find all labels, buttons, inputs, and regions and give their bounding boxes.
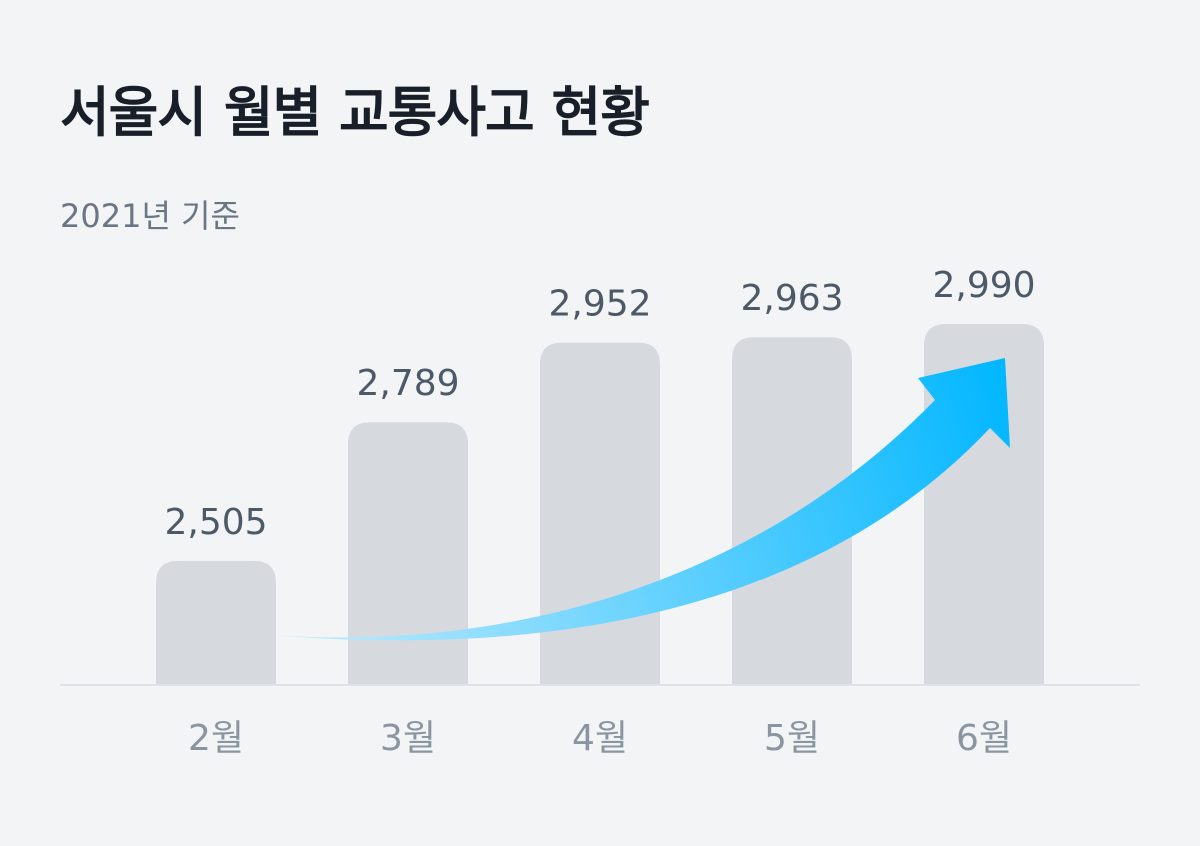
x-tick-label: 2월	[188, 718, 244, 759]
x-tick-label: 6월	[956, 718, 1012, 759]
bar-value-label: 2,990	[932, 265, 1035, 306]
bar-value-label: 2,505	[164, 502, 267, 543]
x-tick-label: 3월	[380, 718, 436, 759]
bar-value-label: 2,789	[356, 363, 459, 404]
bar	[156, 561, 276, 685]
bar-value-label: 2,963	[740, 278, 843, 319]
x-tick-label: 5월	[764, 718, 820, 759]
value-labels-group: 2,505 2,789 2,952 2,963 2,990	[164, 265, 1035, 543]
chart-title: 서울시 월별 교통사고 현황	[60, 81, 650, 144]
x-tick-labels-group: 2월 3월 4월 5월 6월	[188, 718, 1012, 759]
x-tick-label: 4월	[572, 718, 628, 759]
chart-subtitle: 2021년 기준	[60, 197, 240, 235]
bars-group	[156, 324, 1044, 685]
trend-arrow	[230, 358, 1010, 641]
bar-value-label: 2,952	[548, 284, 651, 325]
bar	[732, 337, 852, 685]
bar	[348, 422, 468, 685]
bar	[540, 342, 660, 685]
